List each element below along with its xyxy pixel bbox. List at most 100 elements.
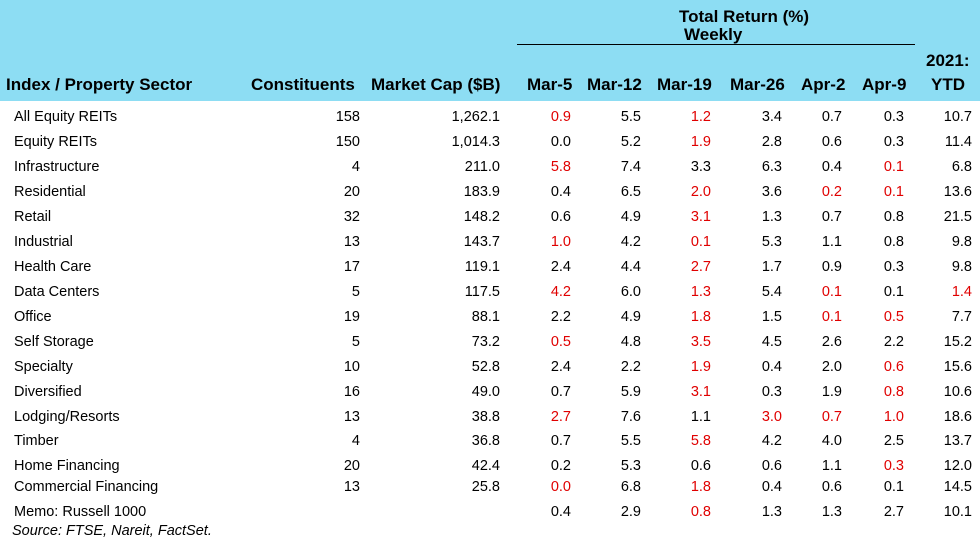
row-label: Office: [14, 309, 52, 325]
weekly-return-cell: 0.4: [821, 159, 842, 175]
weekly-return-cell: 2.2: [620, 359, 641, 375]
weekly-return-cell: 0.0: [550, 134, 571, 150]
weekly-return-cell: 3.4: [761, 109, 782, 125]
weekly-return-cell: 2.5: [883, 433, 904, 449]
weekly-return-cell: 0.1: [690, 234, 711, 250]
total-return-heading: Total Return (%): [679, 7, 810, 26]
row-label: Equity REITs: [14, 134, 97, 150]
weekly-return-cell: 3.6: [761, 184, 782, 200]
weekly-return-cell: 0.5: [550, 334, 571, 350]
constituents-cell: 5: [351, 334, 360, 350]
weekly-return-cell: 7.6: [620, 409, 641, 425]
source-note: Source: FTSE, Nareit, FactSet.: [12, 523, 212, 539]
weekly-return-cell: 1.9: [821, 384, 842, 400]
weekly-return-cell: 3.5: [690, 334, 711, 350]
weekly-return-cell: 4.8: [620, 334, 641, 350]
weekly-return-cell: 5.8: [550, 159, 571, 175]
market-cap-cell: 52.8: [471, 359, 500, 375]
weekly-return-cell: 0.1: [883, 159, 904, 175]
weekly-return-cell: 1.7: [761, 259, 782, 275]
weekly-return-cell: 5.3: [761, 234, 782, 250]
ytd-cell: 6.8: [951, 159, 972, 175]
weekly-return-cell: 4.4: [620, 259, 641, 275]
weekly-return-cell: 0.1: [883, 479, 904, 495]
weekly-return-cell: 0.8: [690, 504, 711, 520]
weekly-return-cell: 6.0: [620, 284, 641, 300]
weekly-return-cell: 1.3: [821, 504, 842, 520]
weekly-return-cell: 0.3: [761, 384, 782, 400]
table-header: Total Return (%) Weekly 2021: YTD Index …: [0, 0, 980, 101]
weekly-return-cell: 2.4: [550, 259, 571, 275]
ytd-cell: 12.0: [943, 458, 972, 474]
weekly-return-cell: 1.0: [883, 409, 904, 425]
weekly-return-cell: 0.7: [821, 109, 842, 125]
weekly-return-cell: 6.8: [620, 479, 641, 495]
col-header-week: Apr-2: [801, 75, 846, 94]
market-cap-cell: 88.1: [471, 309, 500, 325]
ytd-cell: 7.7: [951, 309, 972, 325]
row-label: Residential: [14, 184, 86, 200]
weekly-return-cell: 5.4: [761, 284, 782, 300]
ytd-cell: 13.7: [943, 433, 972, 449]
row-label: Health Care: [14, 259, 92, 275]
weekly-return-cell: 0.6: [821, 479, 842, 495]
weekly-return-cell: 5.2: [620, 134, 641, 150]
row-label: All Equity REITs: [14, 109, 118, 125]
weekly-return-cell: 2.2: [883, 334, 904, 350]
row-label: Timber: [14, 433, 59, 449]
ytd-cell: 21.5: [943, 209, 972, 225]
col-header-sector: Index / Property Sector: [6, 75, 193, 94]
col-header-week: Apr-9: [862, 75, 907, 94]
ytd-cell: 15.6: [943, 359, 972, 375]
constituents-cell: 20: [343, 458, 360, 474]
weekly-return-cell: 0.6: [883, 359, 904, 375]
constituents-cell: 158: [335, 109, 360, 125]
weekly-return-cell: 2.0: [821, 359, 842, 375]
weekly-return-cell: 7.4: [620, 159, 641, 175]
weekly-return-cell: 0.4: [761, 479, 782, 495]
weekly-return-cell: 4.9: [620, 309, 641, 325]
weekly-return-cell: 4.2: [550, 284, 571, 300]
constituents-cell: 4: [351, 159, 360, 175]
weekly-return-cell: 0.9: [821, 259, 842, 275]
weekly-return-cell: 4.0: [821, 433, 842, 449]
weekly-return-cell: 1.0: [550, 234, 571, 250]
weekly-return-cell: 1.1: [821, 234, 842, 250]
weekly-return-cell: 1.9: [690, 134, 711, 150]
ytd-cell: 14.5: [943, 479, 972, 495]
col-header-week: Mar-19: [657, 75, 712, 94]
weekly-return-cell: 0.7: [821, 209, 842, 225]
weekly-return-cell: 2.7: [690, 259, 711, 275]
row-label: Memo: Russell 1000: [14, 504, 147, 520]
row-label: Lodging/Resorts: [14, 409, 120, 425]
market-cap-cell: 36.8: [471, 433, 500, 449]
weekly-return-cell: 0.1: [821, 309, 842, 325]
weekly-return-cell: 2.4: [550, 359, 571, 375]
weekly-return-cell: 1.3: [761, 209, 782, 225]
ytd-cell: 15.2: [943, 334, 972, 350]
row-label: Industrial: [14, 234, 73, 250]
weekly-return-cell: 2.0: [690, 184, 711, 200]
constituents-cell: 20: [343, 184, 360, 200]
weekly-return-cell: 2.2: [550, 309, 571, 325]
row-label: Commercial Financing: [14, 479, 159, 495]
weekly-return-cell: 3.1: [690, 384, 711, 400]
weekly-return-cell: 0.1: [821, 284, 842, 300]
col-header-week: Mar-12: [587, 75, 642, 94]
market-cap-cell: 25.8: [471, 479, 500, 495]
ytd-cell: 18.6: [943, 409, 972, 425]
weekly-return-cell: 1.9: [690, 359, 711, 375]
weekly-return-cell: 2.7: [550, 409, 571, 425]
weekly-return-cell: 6.5: [620, 184, 641, 200]
constituents-cell: 4: [351, 433, 360, 449]
weekly-return-cell: 2.9: [620, 504, 641, 520]
weekly-return-cell: 0.3: [883, 134, 904, 150]
row-label: Data Centers: [14, 284, 100, 300]
constituents-cell: 13: [343, 234, 360, 250]
constituents-cell: 5: [351, 284, 360, 300]
weekly-return-cell: 0.7: [550, 384, 571, 400]
weekly-return-cell: 1.2: [690, 109, 711, 125]
weekly-return-cell: 0.9: [550, 109, 571, 125]
weekly-return-cell: 1.8: [690, 309, 711, 325]
market-cap-cell: 119.1: [464, 259, 500, 275]
